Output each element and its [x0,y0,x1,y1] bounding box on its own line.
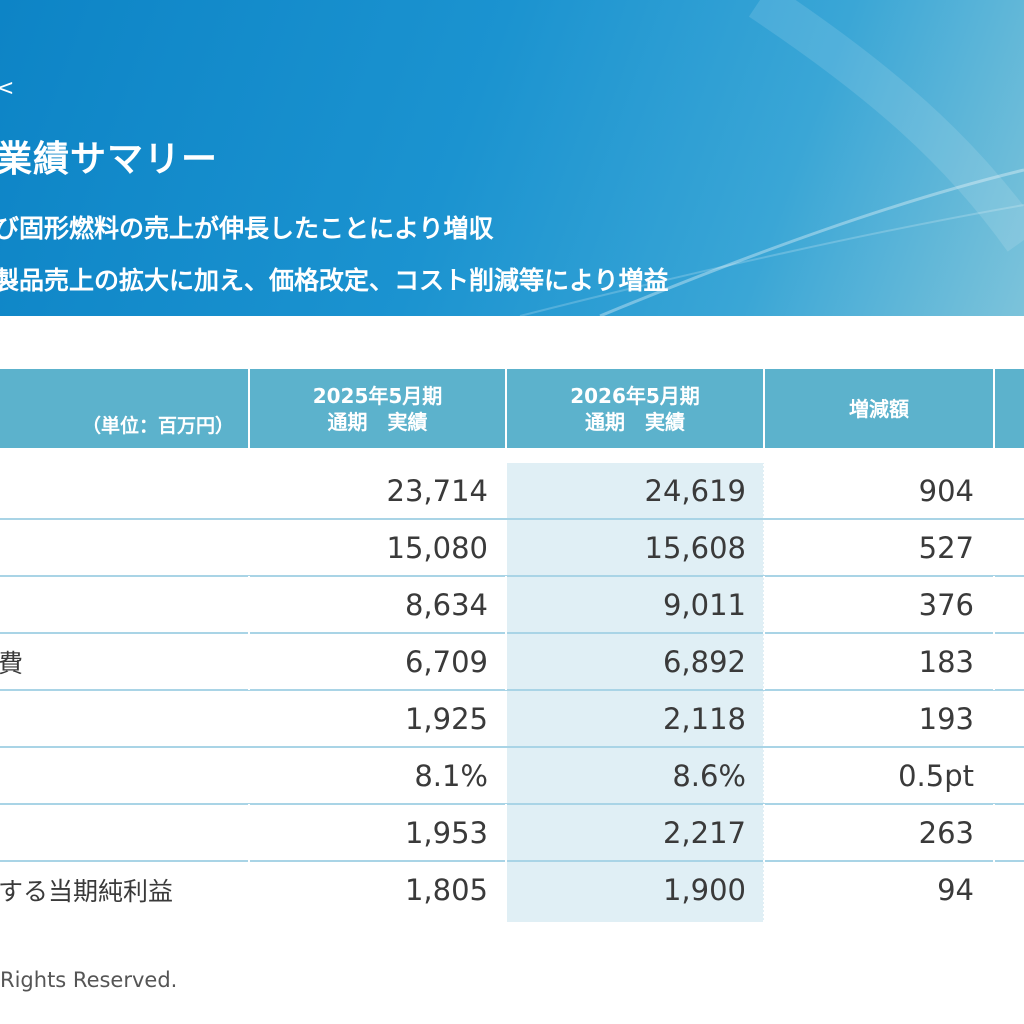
cell-fy2026: 9,011 [662,588,746,622]
cell-fy2025: 1,925 [404,702,488,736]
cell-fy2026: 8.6% [672,759,746,793]
page-title: 業績サマリー [0,139,219,180]
copyright-footer: Rights Reserved. [0,968,178,992]
table-row: 8,634 9,011 376 [0,577,1024,634]
unit-label: （単位：百万円） [81,415,234,437]
header-fy2025-line1: 2025年5月期 [312,383,443,408]
table-header-fy2026: 2026年5月期 通期 実績 [507,369,763,448]
cell-fy2026: 15,608 [644,531,746,565]
table-header-unit: （単位：百万円） [0,369,248,448]
table-header-fy2025: 2025年5月期 通期 実績 [250,369,505,448]
cell-fy2025: 23,714 [386,474,488,508]
cell-fy2026: 24,619 [644,474,746,508]
cell-fy2025: 8.1% [414,759,488,793]
decorative-swoosh [519,0,1024,316]
header-banner: < 業績サマリー び固形燃料の売上が伸長したことにより増収 製品売上の拡大に加え… [0,0,1024,316]
cell-fy2025: 1,805 [404,873,488,907]
table-row: 1,953 2,217 263 [0,805,1024,862]
table-header-next [995,369,1024,448]
cell-change: 263 [918,816,974,850]
table-row: 8.1% 8.6% 0.5pt [0,748,1024,805]
cell-change: 94 [937,873,974,907]
header-fy2025-line2: 通期 実績 [327,409,428,434]
cell-fy2025: 8,634 [404,588,488,622]
cell-change: 527 [918,531,974,565]
cell-change: 183 [918,645,974,679]
table-header-change: 増減額 [765,369,993,448]
row-label: する当期純利益 [0,877,174,906]
cell-change: 193 [918,702,974,736]
table-row: 23,714 24,619 904 [0,463,1024,520]
cell-change: 0.5pt [898,759,974,793]
summary-line-profit: 製品売上の拡大に加え、価格改定、コスト削減等により増益 [0,266,669,295]
summary-line-revenue: び固形燃料の売上が伸長したことにより増収 [0,214,494,243]
row-label: 費 [0,649,24,678]
fy2026-highlight-column [507,463,764,922]
cell-fy2026: 6,892 [662,645,746,679]
table-row: 15,080 15,608 527 [0,520,1024,577]
column-divider [248,369,250,922]
cell-fy2026: 2,118 [662,702,746,736]
cell-change: 904 [918,474,974,508]
cell-change: 376 [918,588,974,622]
header-fy2026-line2: 通期 実績 [585,409,685,434]
table-row: する当期純利益 1,805 1,900 94 [0,862,1024,917]
cell-fy2025: 1,953 [404,816,488,850]
cell-fy2025: 6,709 [404,645,488,679]
column-divider [505,369,507,922]
banner-glyph: < [0,76,15,101]
cell-fy2026: 2,217 [662,816,746,850]
header-fy2026-line1: 2026年5月期 [570,383,700,408]
table-row: 費 6,709 6,892 183 [0,634,1024,691]
table-row: 1,925 2,118 193 [0,691,1024,748]
column-divider [763,369,765,922]
cell-fy2025: 15,080 [386,531,488,565]
header-change-label: 増減額 [849,396,909,421]
column-divider [993,369,995,922]
cell-fy2026: 1,900 [662,873,746,907]
